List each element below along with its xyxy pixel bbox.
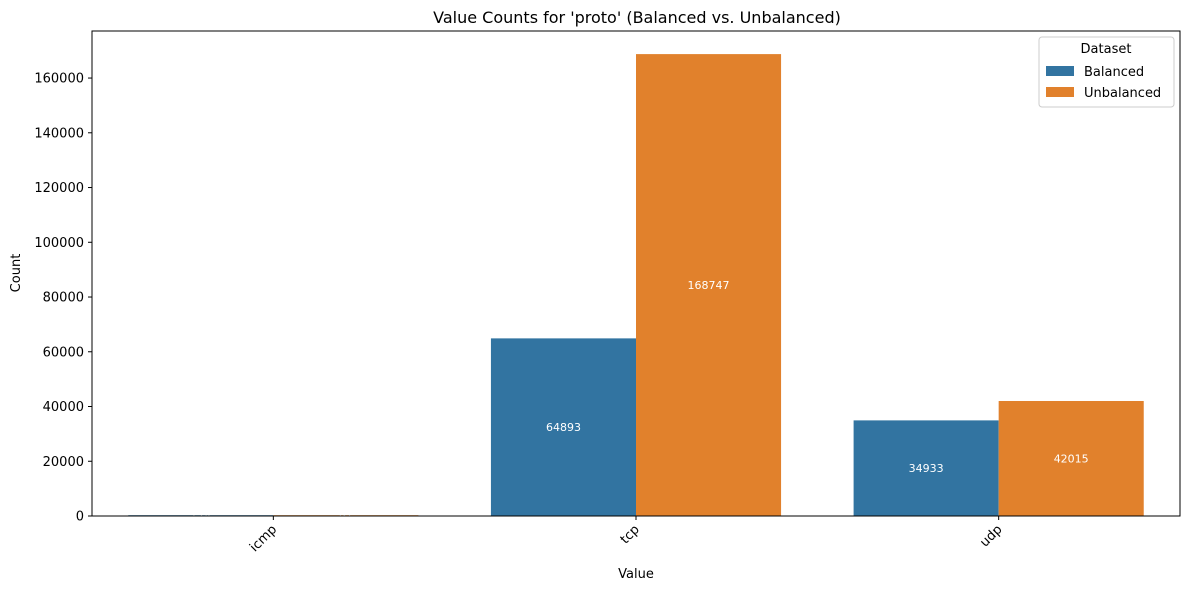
bar-tcp-unbalanced (636, 54, 782, 517)
bar-udp-unbalanced (998, 400, 1144, 516)
y-tick-label: 0 (76, 510, 84, 525)
bar-label-udp-unbalanced: 42015 (1054, 452, 1089, 465)
x-tick-label-udp: udp (977, 522, 1005, 550)
x-tick-label-icmp: icmp (247, 522, 280, 555)
chart-title: Value Counts for 'proto' (Balanced vs. U… (433, 8, 841, 27)
y-tick-label: 40000 (43, 400, 84, 415)
y-tick-label: 120000 (34, 181, 84, 196)
bar-tcp-balanced (490, 338, 636, 516)
legend-label-unbalanced: Unbalanced (1084, 86, 1161, 101)
y-tick-label: 20000 (43, 455, 84, 470)
x-tick-label-tcp: tcp (618, 522, 643, 547)
legend-swatch-unbalanced (1046, 87, 1074, 97)
legend-title: Dataset (1081, 42, 1132, 57)
bar-label-tcp-balanced: 64893 (546, 421, 581, 434)
x-axis-title: Value (618, 567, 654, 582)
y-tick-label: 140000 (34, 126, 84, 141)
y-axis-title: Count (9, 254, 24, 293)
y-tick-label: 160000 (34, 72, 84, 87)
bar-label-tcp-unbalanced: 168747 (688, 279, 730, 292)
legend: Dataset Balanced Unbalanced (1038, 36, 1175, 108)
plot-area: 1746489334933911687474201502000040000600… (34, 30, 1181, 555)
y-tick-label: 100000 (34, 236, 84, 251)
y-tick-label: 80000 (43, 291, 84, 306)
legend-label-balanced: Balanced (1084, 65, 1144, 80)
bar-label-udp-balanced: 34933 (909, 462, 944, 475)
bar-udp-balanced (853, 420, 999, 516)
legend-swatch-balanced (1046, 66, 1074, 76)
y-tick-label: 60000 (43, 345, 84, 360)
